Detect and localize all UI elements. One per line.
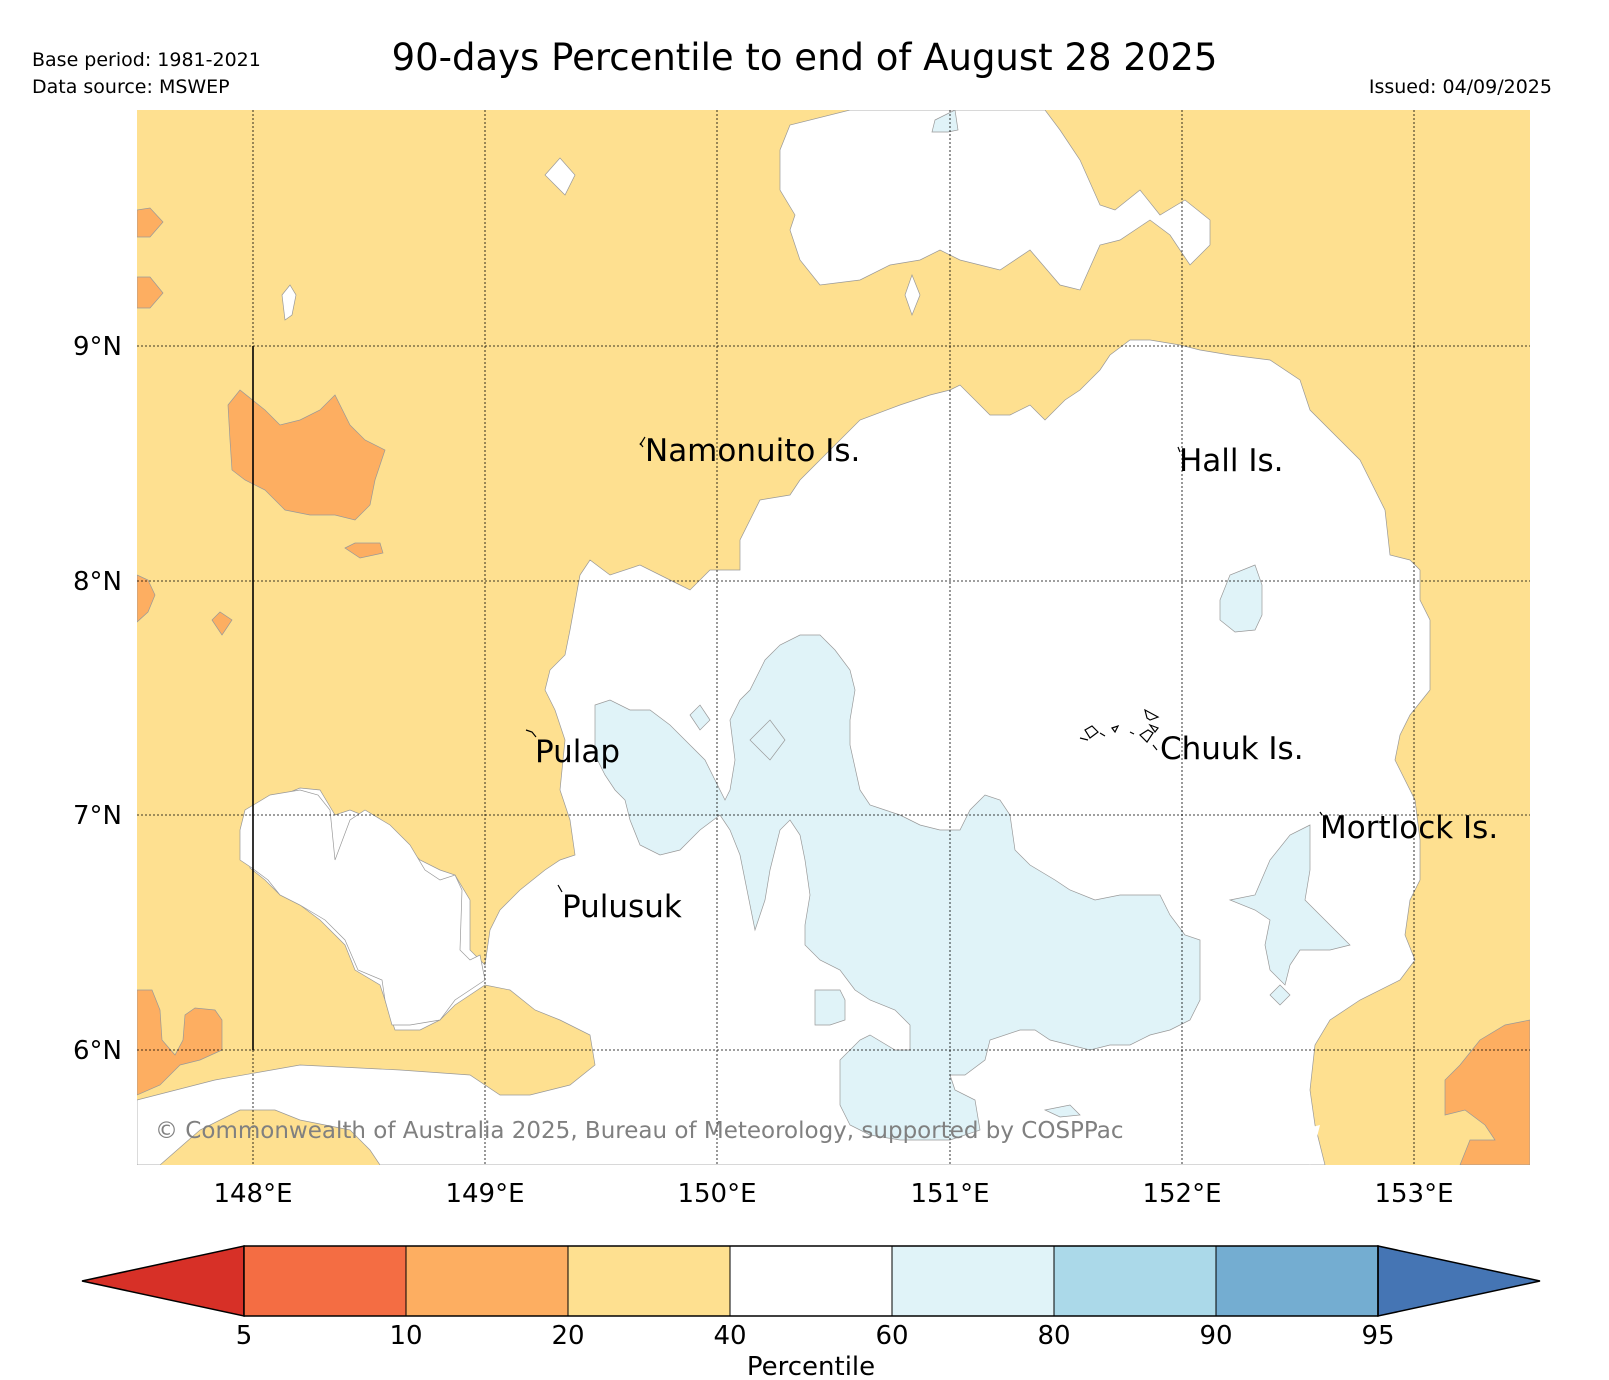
region-p40-60-small [281,284,297,321]
colorbar-swatch [567,1245,731,1317]
region-p10-20-southwest [137,989,223,1096]
map-title: 90-days Percentile to end of August 28 2… [391,36,1218,79]
region-p60-80-east [1219,564,1263,633]
issued-date: Issued: 04/09/2025 [1368,76,1552,98]
lon-tick: 148°E [213,1179,292,1209]
region-p10-20-northwest [227,389,386,521]
region-p60-80-mortlock [1228,824,1351,986]
island-pulusuk [557,884,563,893]
lon-tick: 151°E [910,1179,989,1209]
colorbar [81,1245,1541,1317]
lon-tick: 150°E [677,1179,756,1209]
gridlines [137,110,1530,1165]
region-p60-80-small [689,704,711,731]
lat-tick: 9°N [73,332,122,362]
lon-tick: 149°E [445,1179,524,1209]
island-outlines [525,436,1323,893]
place-label: Pulusuk [562,889,682,925]
copyright-text: © Commonwealth of Australia 2025, Bureau… [155,1118,1124,1144]
region-p10-20-southeast [1444,1019,1530,1165]
place-label: Mortlock Is. [1320,810,1498,846]
place-label: Namonuito Is. [645,433,860,469]
colorbar-tick: 10 [389,1321,422,1351]
region-p40-60-small [544,157,576,196]
island-namonuito [639,436,646,448]
region-p40-60-small [1300,1125,1320,1165]
colorbar-swatch [1053,1245,1217,1317]
colorbar-swatch [1215,1245,1379,1317]
colorbar-tick: 5 [236,1321,253,1351]
lon-tick: 153°E [1374,1179,1453,1209]
lat-tick: 8°N [73,567,122,597]
island-mortlock [1319,811,1323,816]
colorbar-tick: 20 [551,1321,584,1351]
lat-tick: 7°N [73,801,122,831]
colorbar-swatch [405,1245,569,1317]
region-p60-80-north [931,110,959,133]
region-p60-80-central [594,634,1201,1141]
region-p40-60-west [239,789,486,1026]
colorbar-tick: 95 [1361,1321,1394,1351]
region-p40-60-small [904,274,921,316]
place-label: Chuuk Is. [1160,731,1304,767]
colorbar-swatch [243,1245,407,1317]
region-p10-20-small [137,207,164,238]
colorbar-label: Percentile [747,1352,875,1380]
colorbar-tick: 40 [713,1321,746,1351]
lon-tick: 152°E [1142,1179,1221,1209]
colorbar-tick: 80 [1037,1321,1070,1351]
lat-tick: 6°N [73,1036,122,1066]
region-p60-80-small [1269,984,1291,1006]
island-chuuk [1079,708,1160,751]
place-label: Pulap [535,734,620,770]
colorbar-lower-extend [81,1245,245,1317]
region-p10-20-small [137,574,156,623]
region-p10-20-small [344,542,384,559]
region-p60-80-small [814,989,846,1026]
island-hall [1177,446,1181,453]
base-period: Base period: 1981-2021 [32,49,261,71]
colorbar-tick: 60 [875,1321,908,1351]
data-source: Data source: MSWEP [32,76,230,98]
region-p60-80-small [1043,1104,1081,1118]
colorbar-upper-extend [1377,1245,1541,1317]
region-p10-20-small [137,276,164,309]
place-label: Hall Is. [1179,443,1284,479]
colorbar-swatch [891,1245,1055,1317]
colorbar-tick: 90 [1199,1321,1232,1351]
region-p10-20-small [211,611,233,636]
map-area: © Commonwealth of Australia 2025, Bureau… [137,110,1530,1165]
island-pulap [525,729,537,738]
colorbar-swatch [729,1245,893,1317]
